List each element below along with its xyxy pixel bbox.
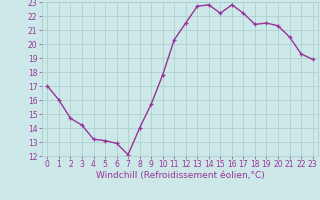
X-axis label: Windchill (Refroidissement éolien,°C): Windchill (Refroidissement éolien,°C): [96, 171, 264, 180]
